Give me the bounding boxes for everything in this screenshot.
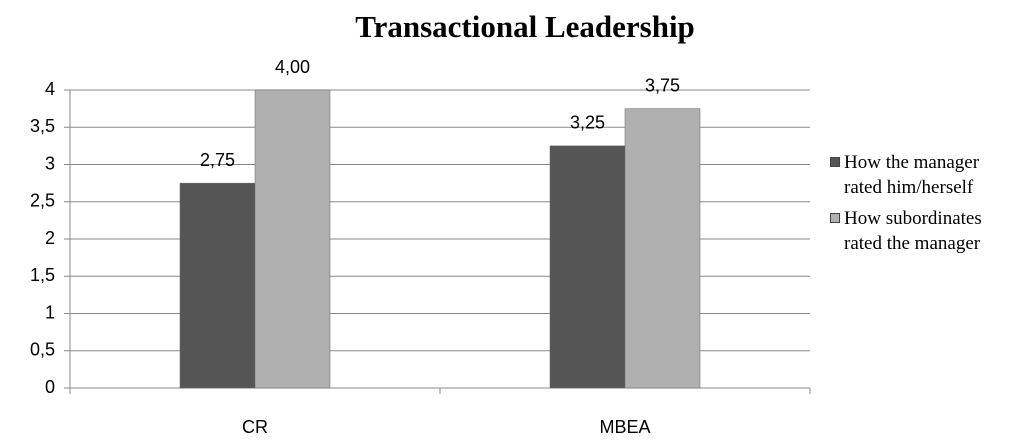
chart-title: Transactional Leadership	[355, 9, 695, 44]
data-label: 2,75	[200, 150, 235, 170]
legend-label: How subordinates rated the manager	[844, 208, 982, 254]
bar	[179, 182, 256, 389]
bar	[624, 108, 701, 389]
data-label: 3,75	[645, 75, 680, 95]
data-label: 3,25	[570, 113, 605, 133]
legend-label: How the manager rated him/herself	[844, 152, 980, 198]
y-tick-label: 4	[45, 79, 55, 99]
y-tick-label: 3,5	[30, 116, 55, 136]
y-tick-label: 1	[45, 302, 55, 322]
data-label: 4,00	[275, 57, 310, 77]
legend-swatch	[830, 213, 840, 223]
bar	[549, 145, 626, 389]
bar	[254, 89, 331, 389]
legend: How the manager rated him/herself How sub…	[830, 150, 1030, 262]
legend-entry: How subordinates rated the manager	[830, 206, 994, 256]
y-tick-label: 0,5	[30, 340, 55, 360]
y-tick-label: 2,5	[30, 191, 55, 211]
y-tick-label: 0	[45, 377, 55, 397]
y-tick-label: 2	[45, 228, 55, 248]
x-tick-label: MBEA	[599, 417, 650, 437]
legend-entry: How the manager rated him/herself	[830, 150, 994, 200]
y-tick-label: 1,5	[30, 265, 55, 285]
legend-swatch	[830, 157, 840, 167]
y-tick-label: 3	[45, 153, 55, 173]
x-tick-label: CR	[242, 417, 268, 437]
